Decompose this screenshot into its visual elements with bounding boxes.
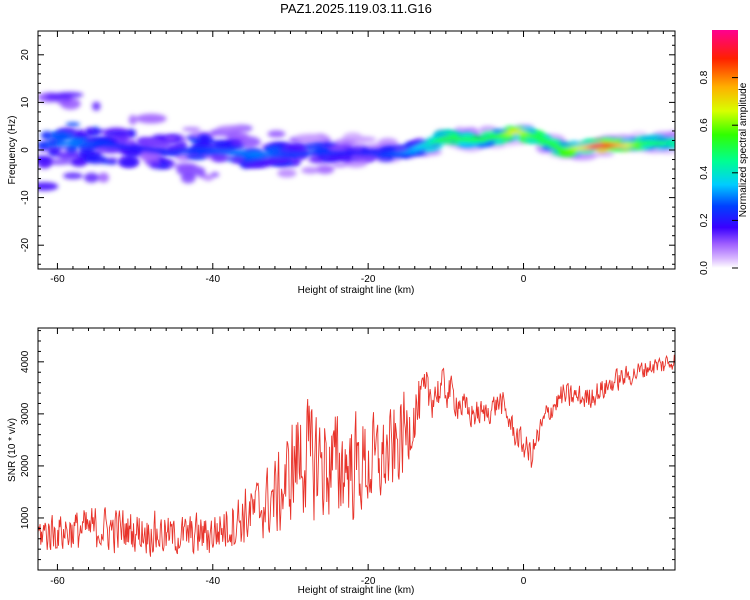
spectrogram-noise-blob xyxy=(180,172,196,184)
colorbar-tick-label: 0.8 xyxy=(699,70,710,84)
spectrogram-band-blob xyxy=(303,144,325,150)
spectrogram-band-blob xyxy=(227,144,245,150)
colorbar-tick-label: 0.0 xyxy=(699,261,710,275)
spectrogram-band-blob xyxy=(117,139,128,145)
snr-y-tick-label: 1000 xyxy=(20,506,31,529)
spectrogram-band-blob xyxy=(185,153,208,161)
colorbar-gradient xyxy=(712,30,738,268)
spectrogram-x-tick-label: -20 xyxy=(361,274,376,285)
snr-x-tick-label: -20 xyxy=(361,576,376,587)
spectrogram-band-blob xyxy=(327,154,352,161)
spectrogram-noise-blob xyxy=(666,130,675,141)
spectrogram-noise-blob xyxy=(63,172,83,180)
spectrogram-band-blob xyxy=(175,140,188,151)
spectrogram-noise-blob xyxy=(56,99,72,105)
snr-y-tick-label: 2000 xyxy=(20,454,31,477)
spectrogram-y-ticks: -20 -10 0 10 20 xyxy=(20,35,675,265)
spectrogram-band-blob xyxy=(119,157,138,168)
snr-y-ticks: 1000 2000 3000 4000 xyxy=(20,330,675,561)
spectrogram-y-tick-label: 20 xyxy=(20,49,31,61)
spectrogram-band-blob xyxy=(96,147,123,154)
spectrogram-noise-blob xyxy=(128,114,137,125)
spectrogram-noise-blob xyxy=(296,136,327,142)
spectrogram-y-tick-label: -10 xyxy=(20,190,31,205)
spectrogram-noise-blob xyxy=(38,182,59,191)
snr-x-tick-label: -40 xyxy=(206,576,221,587)
spectrogram-noise-blob xyxy=(267,130,286,138)
spectrogram-noise-blob xyxy=(210,172,220,178)
spectrogram-x-tick-label: -40 xyxy=(206,274,221,285)
spectrogram-band-blob xyxy=(40,131,54,140)
snr-y-tick-label: 3000 xyxy=(20,402,31,425)
spectrogram-noise-blob xyxy=(216,125,248,133)
spectrogram-y-tick-label: -20 xyxy=(20,238,31,253)
snr-x-tick-label: -60 xyxy=(50,576,65,587)
spectrogram-band-blob xyxy=(211,153,227,162)
spectrogram-band-blob xyxy=(286,143,306,152)
colorbar-ticks: 0.0 0.2 0.4 0.6 0.8 xyxy=(699,70,738,275)
spectrogram-noise-blob xyxy=(589,152,615,157)
spectrogram-band-blob xyxy=(104,130,131,136)
spectrogram-band-blob xyxy=(198,134,211,143)
spectrogram-noise-blob xyxy=(182,127,201,132)
figure-title: PAZ1.2025.119.03.11.G16 xyxy=(280,1,432,16)
spectrogram-band-blob xyxy=(243,161,265,168)
spectrogram-band-blob xyxy=(264,146,282,153)
colorbar-tick-label: 0.2 xyxy=(699,213,710,227)
spectrogram-band-blob xyxy=(126,128,137,139)
spectrogram-noise-blob xyxy=(92,101,101,111)
spectrogram-band-blob xyxy=(150,159,160,167)
colorbar-tick-label: 0.6 xyxy=(699,118,710,132)
spectrogram-noise-blob xyxy=(277,168,297,178)
spectrogram-band-blob xyxy=(165,134,178,143)
snr-x-axis-label: Height of straight line (km) xyxy=(298,585,415,596)
spectrogram-band-blob xyxy=(139,138,165,146)
snr-plot-area xyxy=(38,354,675,557)
spectrogram-y-tick-label: 0 xyxy=(20,147,31,153)
spectrogram-noise-blob xyxy=(332,162,348,168)
spectrogram-band-blob xyxy=(50,131,75,140)
spectrogram-band-blob xyxy=(65,143,79,154)
spectrogram-band-blob xyxy=(139,153,160,161)
snr-panel: -60 -40 -20 0 1000 2000 3000 4000 Height of st… xyxy=(7,327,676,596)
snr-x-tick-label: 0 xyxy=(521,576,527,587)
spectrogram-band-blob xyxy=(231,157,244,164)
spectrogram-x-axis-label: Height of straight line (km) xyxy=(298,285,415,296)
spectrogram-band-blob xyxy=(38,155,53,165)
spectrogram-noise-blob xyxy=(174,162,198,171)
spectrogram-band-blob xyxy=(65,122,81,127)
snr-y-axis-label: SNR (10 * v/v) xyxy=(7,418,18,482)
spectrogram-noise-blob xyxy=(45,92,73,101)
colorbar: 0.0 0.2 0.4 0.6 0.8 Normalized spectral ampl… xyxy=(699,30,749,275)
spectrogram-y-tick-label: 10 xyxy=(20,96,31,108)
spectrogram-band-blob xyxy=(231,139,243,147)
spectrogram-band-blob xyxy=(267,155,291,166)
spectrogram-panel: -60 -40 -20 0 -20 -10 0 10 20 Height of straigh… xyxy=(7,30,676,296)
colorbar-tick-label: 0.4 xyxy=(699,165,710,179)
spectrogram-noise-blob xyxy=(315,164,335,174)
spectrogram-band-blob xyxy=(83,155,108,164)
snr-x-ticks: -60 -40 -20 0 xyxy=(50,328,664,587)
spectrogram-x-tick-label: -60 xyxy=(50,274,65,285)
spectrogram-ridge-cell xyxy=(666,140,675,146)
spectrogram-band-blob xyxy=(70,156,88,167)
spectrogram-band-blob xyxy=(57,151,81,160)
snr-series-line xyxy=(38,354,675,557)
colorbar-label: Normalized spectral amplitude xyxy=(738,82,749,217)
spectrogram-y-axis-label: Frequency (Hz) xyxy=(7,116,18,185)
spectrogram-band-blob xyxy=(84,130,98,136)
snr-y-tick-label: 4000 xyxy=(20,350,31,373)
spectrogram-noise-blob xyxy=(135,113,167,124)
spectrogram-plot-area xyxy=(38,91,675,191)
spectrogram-energy-core xyxy=(38,126,675,170)
spectrogram-x-ticks: -60 -40 -20 0 xyxy=(50,31,664,285)
snr-frame xyxy=(37,327,676,571)
spectrogram-noise-blob xyxy=(98,172,110,183)
spectrogram-x-tick-label: 0 xyxy=(521,274,527,285)
spectrogram-noise-blob xyxy=(83,172,100,183)
spectrogram-noise-blob xyxy=(301,166,320,174)
spectrogram-noise-blob xyxy=(202,174,214,181)
